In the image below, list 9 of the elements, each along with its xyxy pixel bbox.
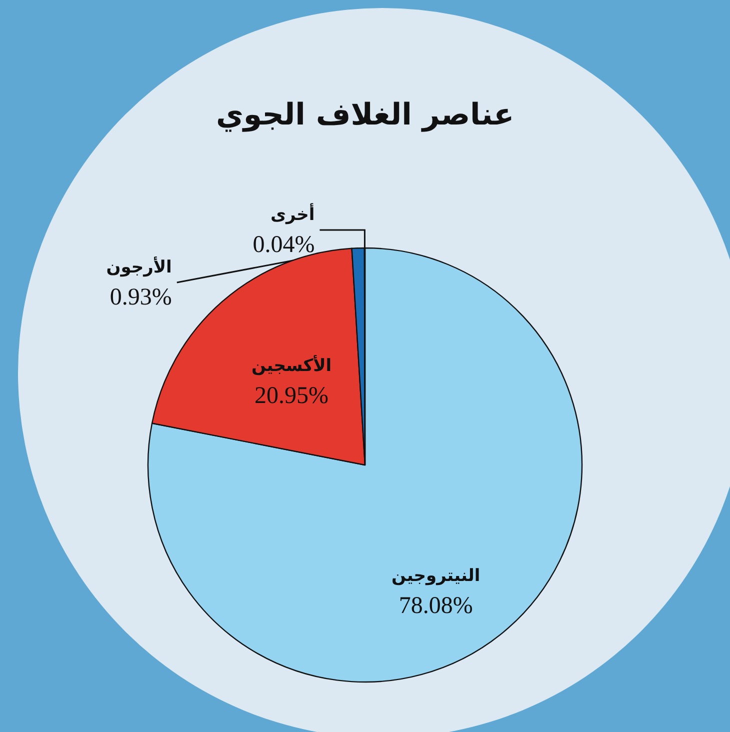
data-label: 78.08%	[398, 593, 473, 620]
data-label: 0.93%	[110, 284, 172, 310]
slice-label: الأكسجين	[251, 354, 332, 376]
slice-label: أخرى	[270, 203, 315, 225]
slice-label: النيتروجين	[392, 566, 480, 586]
data-label: 20.95%	[254, 383, 329, 410]
chart-title: عناصر الغلاف الجوي	[216, 98, 514, 132]
data-label: 0.04%	[252, 232, 315, 258]
slice-label: الأرجون	[106, 256, 172, 278]
